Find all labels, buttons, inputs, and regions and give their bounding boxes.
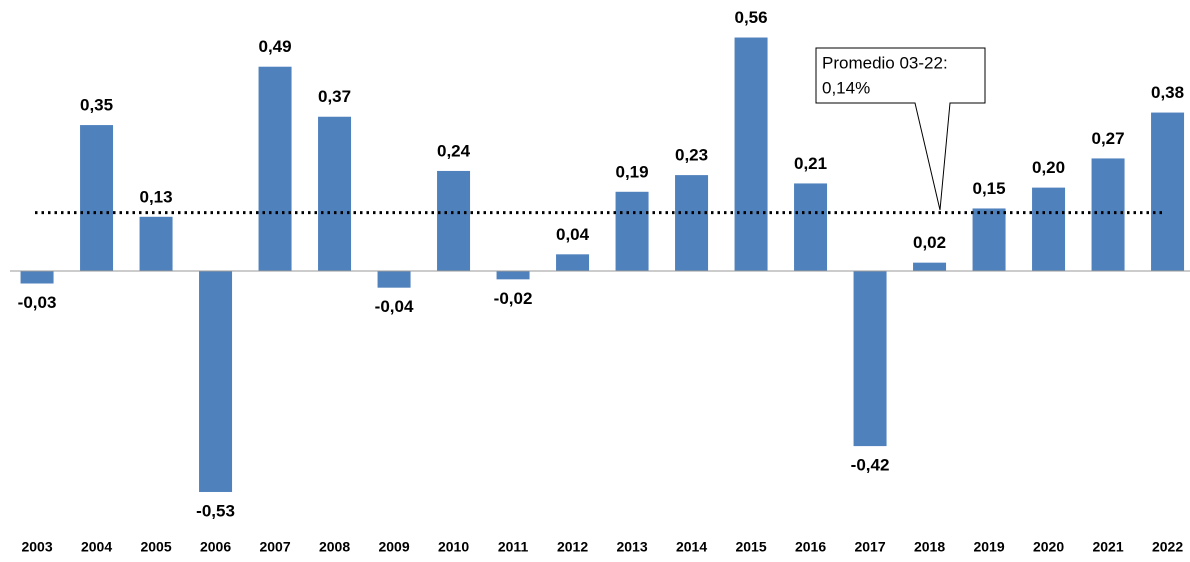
x-tick-label: 2004 bbox=[81, 539, 112, 555]
data-label: -0,42 bbox=[851, 456, 890, 475]
x-tick-label: 2015 bbox=[735, 539, 766, 555]
bar bbox=[139, 216, 173, 271]
bar bbox=[496, 271, 530, 280]
bar bbox=[1032, 187, 1066, 271]
data-label: -0,04 bbox=[375, 297, 414, 316]
bar bbox=[1091, 158, 1125, 271]
data-label: 0,38 bbox=[1151, 83, 1184, 102]
bar bbox=[437, 170, 471, 271]
x-tick-label: 2021 bbox=[1092, 539, 1123, 555]
bar bbox=[972, 208, 1006, 271]
annotation-text: Promedio 03-22: bbox=[822, 53, 948, 72]
x-tick-label: 2005 bbox=[140, 539, 171, 555]
data-label: 0,37 bbox=[318, 87, 351, 106]
x-tick-label: 2006 bbox=[200, 539, 231, 555]
bar bbox=[199, 271, 233, 492]
data-label: 0,20 bbox=[1032, 158, 1065, 177]
annotation-value: 0,14% bbox=[822, 78, 870, 97]
data-label: 0,19 bbox=[616, 162, 649, 181]
data-label: -0,53 bbox=[196, 501, 235, 520]
bar bbox=[556, 254, 590, 271]
data-label: 0,21 bbox=[794, 154, 827, 173]
x-tick-label: 2012 bbox=[557, 539, 588, 555]
x-tick-label: 2007 bbox=[259, 539, 290, 555]
x-tick-label: 2022 bbox=[1152, 539, 1183, 555]
data-label: 0,23 bbox=[675, 146, 708, 165]
data-label: 0,04 bbox=[556, 225, 590, 244]
bar bbox=[258, 66, 292, 271]
bar bbox=[318, 116, 352, 271]
bar bbox=[1151, 112, 1185, 271]
data-label: 0,15 bbox=[973, 179, 1006, 198]
x-tick-label: 2003 bbox=[21, 539, 52, 555]
bar bbox=[794, 183, 828, 271]
data-label: -0,03 bbox=[18, 293, 57, 312]
bars bbox=[20, 37, 1185, 492]
data-label: 0,56 bbox=[735, 8, 768, 27]
x-tick-label: 2013 bbox=[616, 539, 647, 555]
bar bbox=[913, 262, 947, 271]
data-label: 0,02 bbox=[913, 233, 946, 252]
bar bbox=[675, 175, 709, 271]
x-tick-label: 2014 bbox=[676, 539, 707, 555]
data-label: 0,13 bbox=[140, 187, 173, 206]
x-tick-label: 2020 bbox=[1033, 539, 1064, 555]
bar bbox=[615, 191, 649, 271]
x-tick-label: 2011 bbox=[498, 539, 529, 555]
bar bbox=[80, 125, 114, 271]
x-tick-label: 2008 bbox=[319, 539, 350, 555]
callout-box bbox=[815, 47, 986, 211]
bar bbox=[20, 271, 54, 284]
bar bbox=[377, 271, 411, 288]
data-label: 0,27 bbox=[1092, 129, 1125, 148]
data-label: 0,24 bbox=[437, 141, 471, 160]
x-tick-label: 2017 bbox=[854, 539, 885, 555]
data-label: 0,49 bbox=[259, 37, 292, 56]
x-tick-label: 2010 bbox=[438, 539, 469, 555]
x-tick-label: 2016 bbox=[795, 539, 826, 555]
data-label: -0,02 bbox=[494, 289, 533, 308]
data-label: 0,35 bbox=[80, 96, 113, 115]
bar bbox=[734, 37, 768, 272]
x-tick-label: 2019 bbox=[973, 539, 1004, 555]
x-tick-label: 2018 bbox=[914, 539, 945, 555]
x-tick-label: 2009 bbox=[378, 539, 409, 555]
bar bbox=[853, 271, 887, 447]
